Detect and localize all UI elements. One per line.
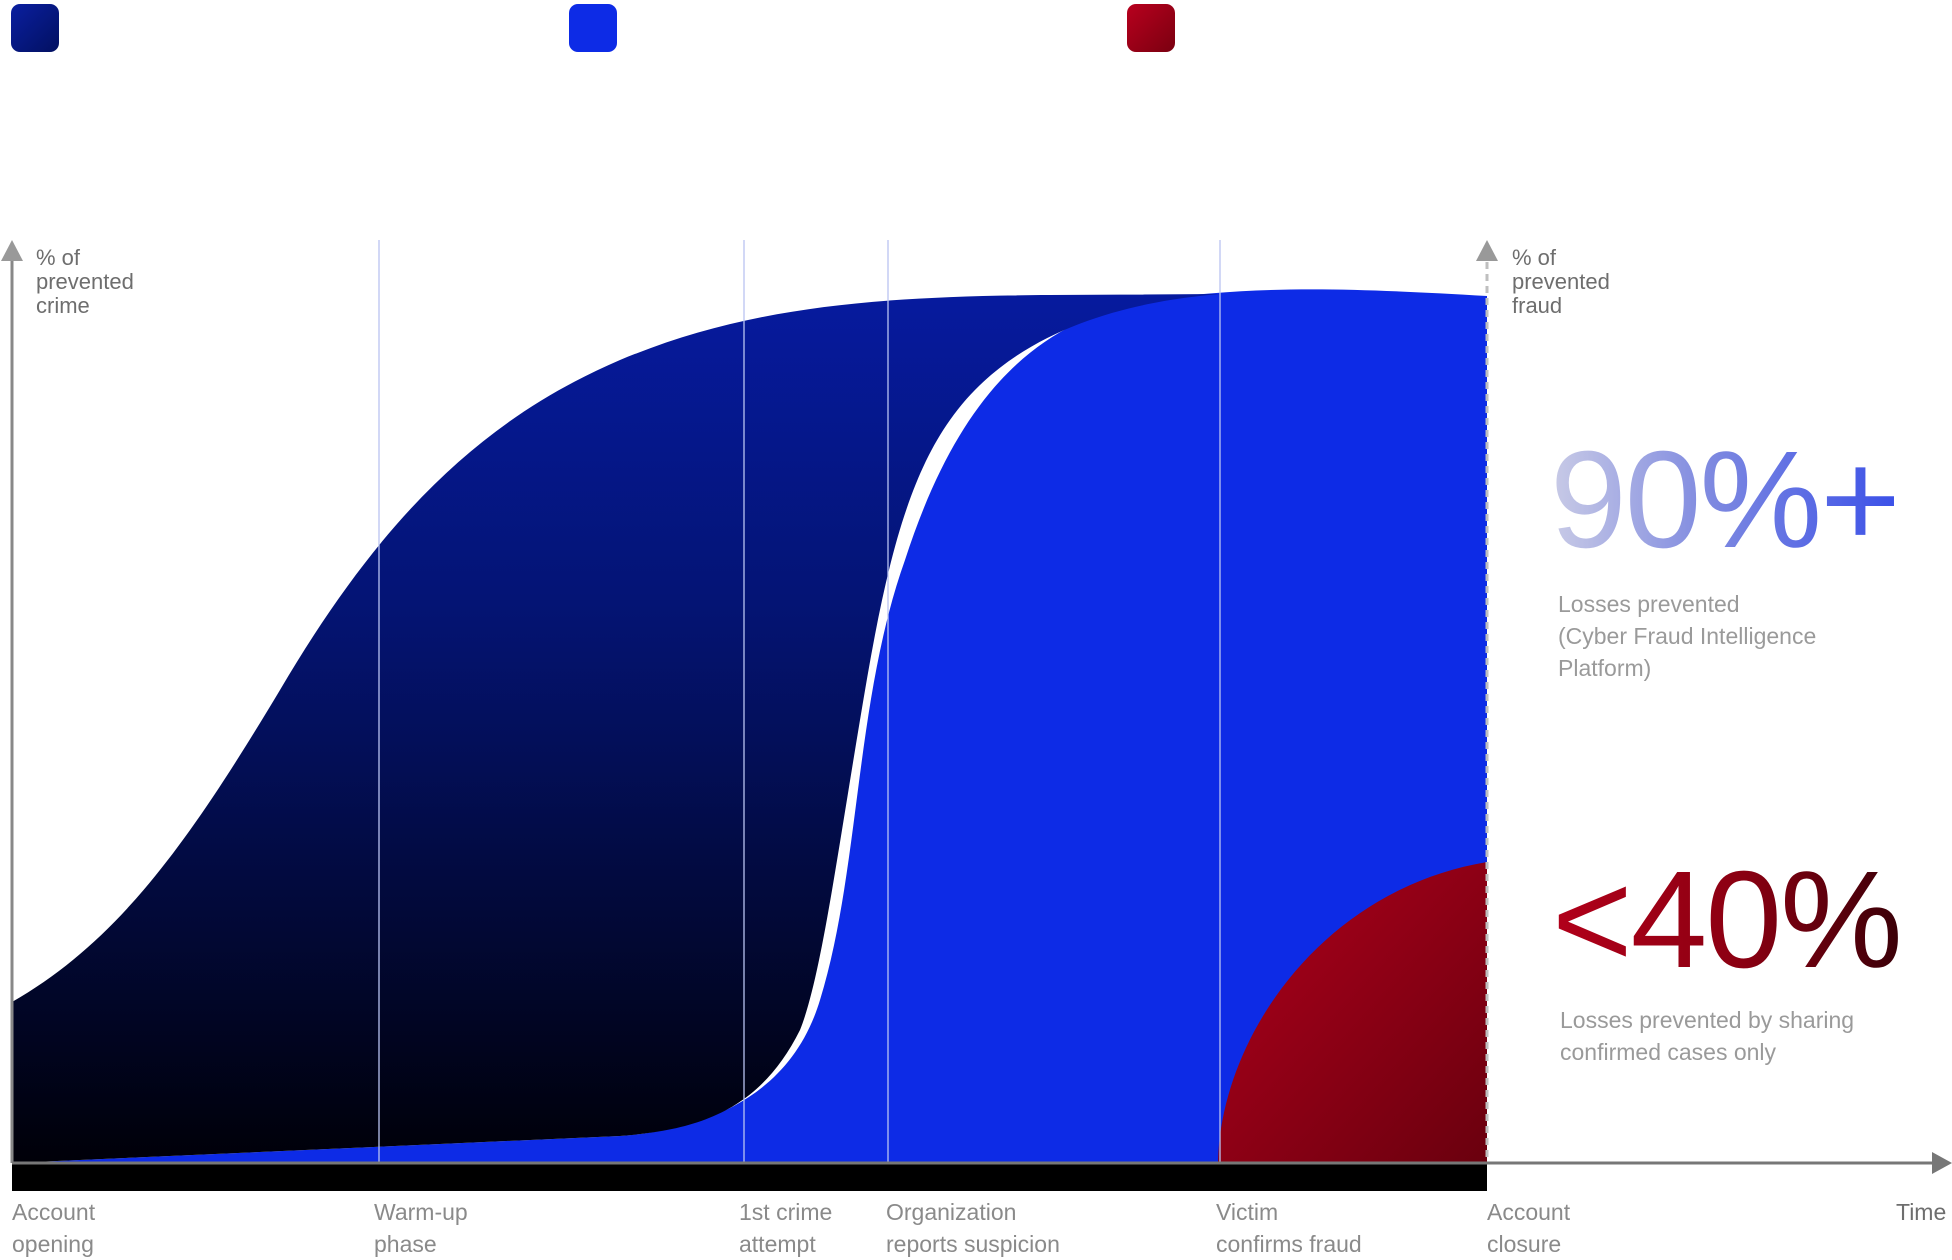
stat-caption-confirmed-only: Losses prevented by sharing confirmed ca… xyxy=(1560,1007,1855,1065)
x-tick-label-account-closure: Account closure xyxy=(1487,1199,1571,1257)
legend-swatch-dark xyxy=(11,4,59,52)
x-axis-label: Time xyxy=(1896,1199,1947,1225)
series-dark-area xyxy=(12,294,1220,1163)
timeline-bar xyxy=(12,1163,1487,1191)
x-tick-label-account-opening: Account opening xyxy=(12,1199,96,1257)
x-tick-label-victim-confirms: Victim confirms fraud xyxy=(1216,1199,1362,1257)
x-axis-arrow-icon xyxy=(1932,1152,1952,1174)
stat-value-confirmed-only: <40% xyxy=(1552,843,1903,997)
x-tick-label-first-crime: 1st crime attempt xyxy=(739,1199,833,1257)
legend-swatch-red xyxy=(1127,4,1175,52)
x-tick-label-org-reports: Organization reports suspicion xyxy=(886,1199,1060,1257)
y-axis-right-label: % of prevented fraud xyxy=(1512,245,1610,318)
series-red-area xyxy=(1218,862,1487,1163)
legend-swatch-blue xyxy=(569,4,617,52)
y-axis-right-arrow-icon xyxy=(1476,240,1498,261)
series-blue-area xyxy=(12,289,1487,1163)
stat-value-cfip: 90%+ xyxy=(1550,423,1901,577)
x-tick-label-warmup: Warm-up phase xyxy=(374,1199,468,1257)
y-axis-left-arrow-icon xyxy=(1,240,23,261)
stat-caption-cfip: Losses prevented (Cyber Fraud Intelligen… xyxy=(1558,591,1817,681)
y-axis-left-label: % of prevented crime xyxy=(36,245,134,318)
